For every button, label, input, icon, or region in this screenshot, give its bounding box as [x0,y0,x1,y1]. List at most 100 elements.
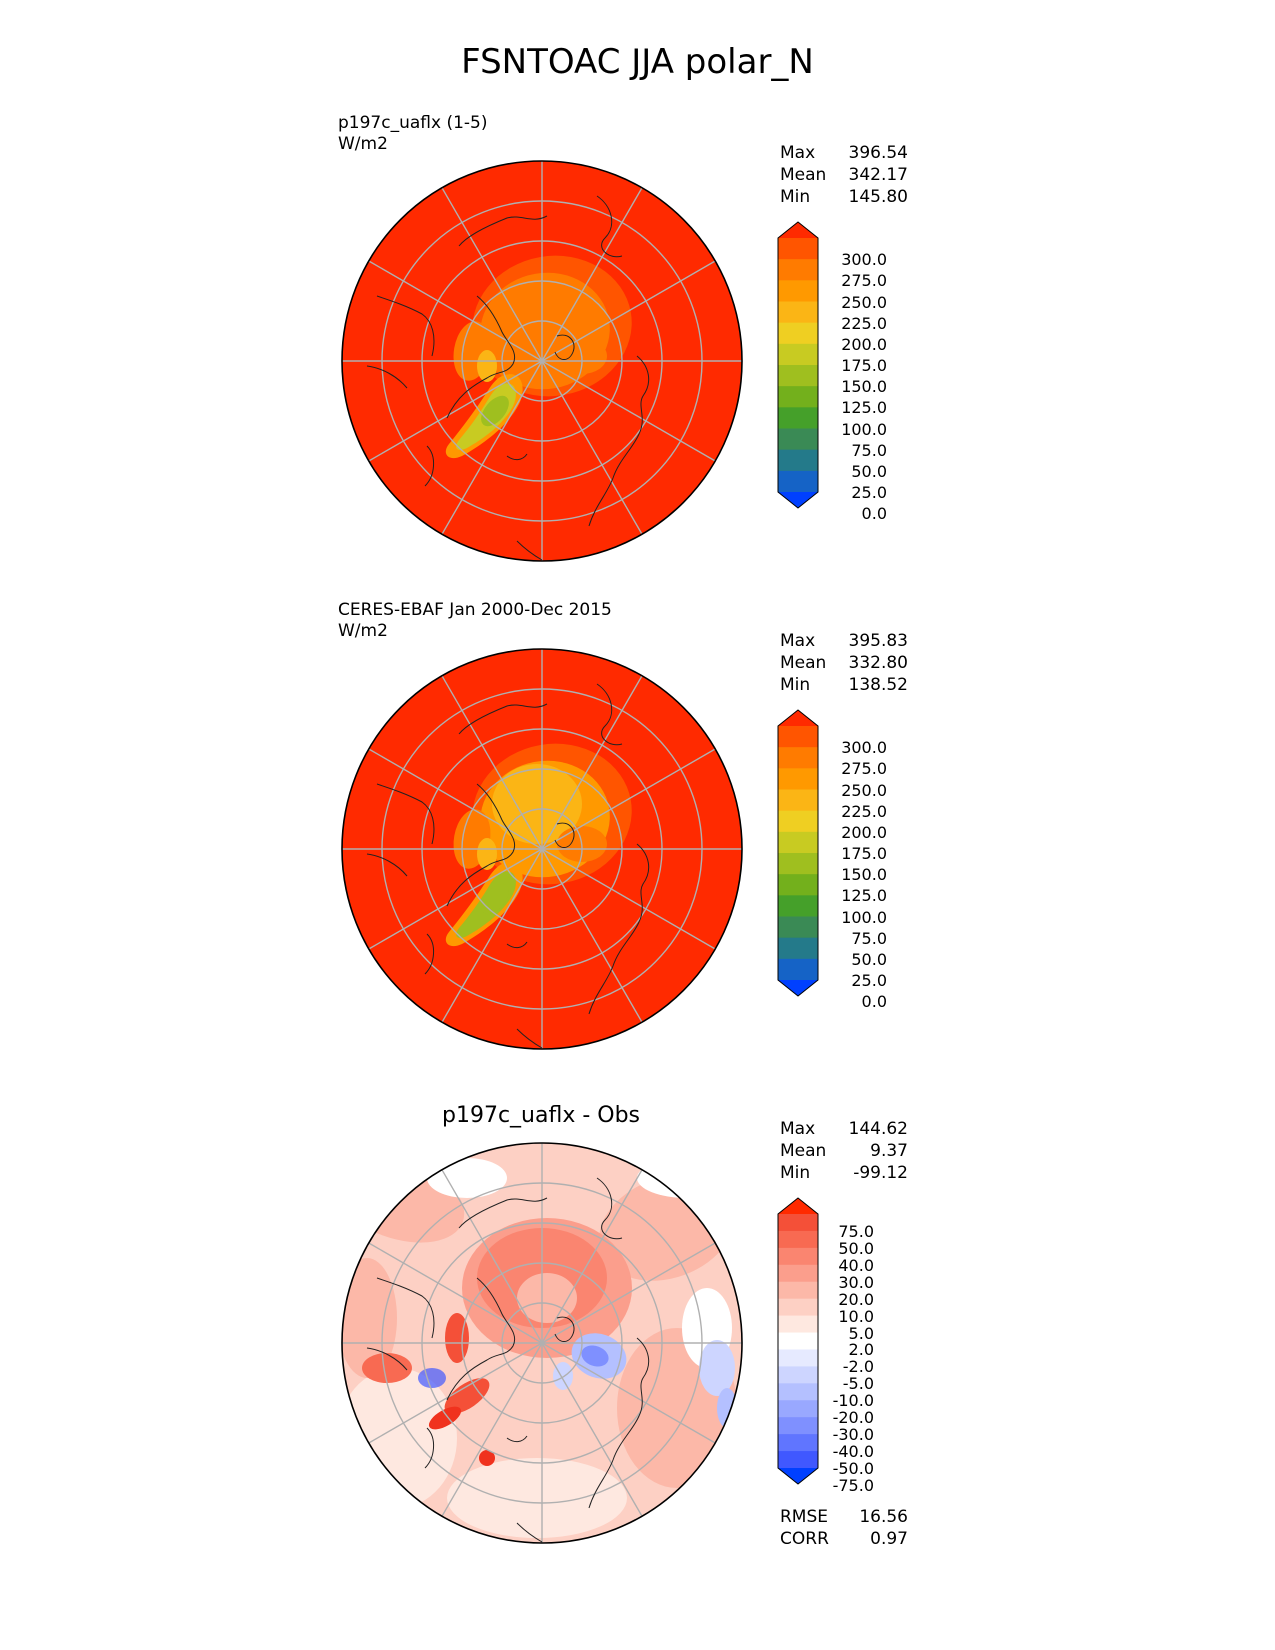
coastline [458,1197,548,1229]
colorbar-segment [778,407,818,430]
panel2-label: CERES-EBAF Jan 2000-Dec 2015 W/m2 [338,600,612,642]
longitude-gridline [368,260,543,362]
colorbar-segment [778,810,818,833]
panel2-units: W/m2 [338,621,388,641]
colorbar-segment [778,1315,818,1334]
coastline [366,853,408,877]
colorbar-segment [778,1434,818,1452]
panel1-units: W/m2 [338,134,388,154]
colorbar-segment [778,1214,818,1232]
colorbar-tick-label: 125.0 [841,886,887,906]
coastline [506,1435,528,1443]
coastline [424,445,434,487]
longitude-gridline [441,675,543,850]
longitude-gridline [541,675,643,850]
coastline [588,1337,650,1509]
colorbar-extend-under [778,492,818,508]
panel1-case-name: p197c_uaflx (1-5) [338,113,488,133]
figure-title: FSNTOAC JJA polar_N [461,42,814,82]
longitude-gridline [541,848,643,1023]
colorbar-tick-label: 125.0 [841,398,887,418]
colorbar-extend-over [778,1198,818,1214]
panel3-colorbar [777,1197,819,1485]
colorbar-segment [778,1298,818,1317]
coastline [516,540,543,561]
colorbar-tick-label: 75.0 [838,1221,874,1241]
panel1-label: p197c_uaflx (1-5) W/m2 [338,113,487,155]
longitude-gridline [541,848,716,950]
longitude-gridline [441,187,543,362]
coastline [366,365,408,389]
panel3-stat-min-value: -99.12 [853,1163,908,1183]
colorbar-tick-label: 100.0 [841,419,887,439]
colorbar-tick-label: -5.0 [842,1374,874,1394]
panel2-stat-max-name: Max [780,631,816,651]
difference-region [342,1368,457,1508]
colorbar-tick-label: 40.0 [838,1255,874,1275]
colorbar-segment [778,747,818,769]
colorbar-segment [778,895,818,918]
colorbar-tick-label: 225.0 [841,313,887,333]
colorbar-segment [778,874,818,896]
panel3-stat-max-value: 144.62 [848,1119,908,1139]
colorbar-tick-label: 300.0 [841,250,887,270]
colorbar-tick-label: 150.0 [841,377,887,397]
colorbar-tick-label: 75.0 [851,440,887,460]
longitude-gridline [541,1242,716,1344]
longitude-gridline [441,360,543,535]
longitude-gridline [368,748,543,850]
negative-core [581,1345,609,1367]
pole-region [517,1273,577,1323]
panel1-stat-max-name: Max [780,143,816,163]
colorbar-outline [777,1197,819,1485]
colorbar-tick-label: -50.0 [832,1459,874,1478]
colorbar-extend-under [778,980,818,996]
colorbar-tick-label: 250.0 [841,780,887,800]
colorbar-segment [778,768,818,791]
coastline [376,783,435,845]
coastline [554,822,575,848]
panel2-stats: Max 395.83 Mean 332.80 Min 138.52 [780,630,908,696]
colorbar-segment [778,365,818,387]
colorbar-segment [778,1451,818,1469]
panel1-colorbar-labels: 300.0 275.0 250.0 225.0 200.0 175.0 150.0 125.0… [825,220,887,523]
colorbar-segment [778,1264,818,1283]
colorbar-tick-label: 200.0 [841,822,887,842]
colorbar-segment [778,322,818,345]
longitude-gridline [541,187,643,362]
corr-value: 0.97 [870,1529,908,1549]
colorbar-tick-label: 75.0 [851,928,887,948]
coastline [458,215,548,247]
colorbar-extend-over [778,710,818,726]
panel1-stat-mean-value: 342.17 [848,165,908,185]
panel3-stat-mean-name: Mean [780,1141,827,1161]
colorbar-tick-label: 25.0 [851,483,887,502]
coastline [516,1522,543,1543]
panel2-colorbar-labels: 300.0 275.0 250.0 225.0 200.0 175.0 150.0 125.0… [825,708,887,1011]
panel2-stat-min-value: 138.52 [848,675,908,695]
panel3-stats: Max 144.62 Mean 9.37 Min -99.12 [780,1118,908,1184]
coastline [366,1347,408,1371]
colorbar-tick-label: 150.0 [841,865,887,885]
coastline [446,1277,516,1401]
panel2-colorbar [777,709,819,997]
colorbar-segment [778,1230,818,1249]
coastline [588,843,650,1015]
colorbar-tick-label: 0.0 [861,992,887,1012]
map-boundary [341,648,743,1050]
panel1-stats: Max 396.54 Mean 342.17 Min 145.80 [780,142,908,208]
greenland-positive [444,1378,490,1414]
coastline [446,295,516,419]
colorbar-tick-label: 300.0 [841,738,887,758]
colorbar-segment [778,831,818,854]
coastline [424,933,434,975]
longitude-gridline [441,848,543,1023]
colorbar-segment [778,301,818,324]
panel2-polar-map [341,648,743,1050]
colorbar-segment [778,1400,818,1418]
longitude-gridline [441,1342,543,1517]
colorbar-extend-under [778,1468,818,1484]
panel3-stat-max-name: Max [780,1119,816,1139]
panel3-colorbar-labels: 75.0 50.0 40.0 30.0 20.0 10.0 5.0 2.0 -2.0 -5.0 -1… [812,1196,874,1495]
longitude-gridline [368,1242,543,1344]
